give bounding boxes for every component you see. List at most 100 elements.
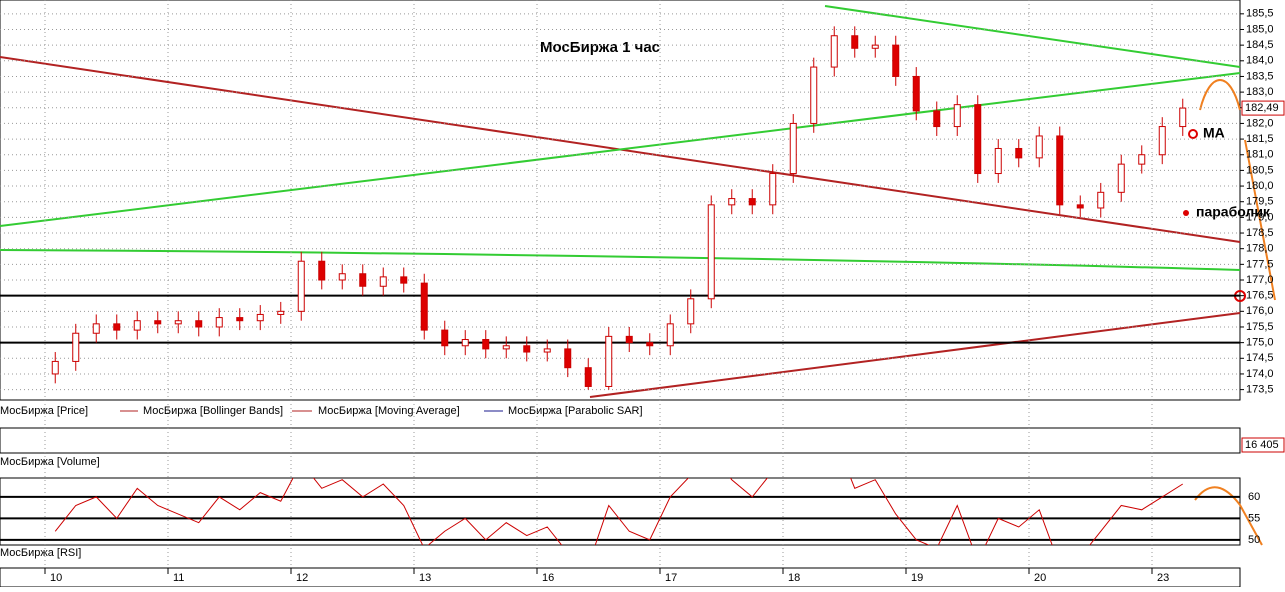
x-tick-label: 12 bbox=[296, 572, 308, 584]
trend-line bbox=[0, 249, 1241, 271]
y-tick-label: 177,5 bbox=[1246, 258, 1274, 270]
y-tick-label: 176,0 bbox=[1246, 305, 1274, 317]
x-tick-label: 10 bbox=[50, 572, 62, 584]
candle-body bbox=[789, 122, 797, 175]
candle-body bbox=[92, 323, 100, 334]
rsi-tick-label: 55 bbox=[1248, 512, 1260, 524]
candle-body bbox=[994, 147, 1002, 175]
candle-body bbox=[871, 44, 879, 49]
rsi-group bbox=[54, 478, 1184, 545]
candle-body bbox=[277, 310, 285, 315]
candle-body bbox=[605, 335, 613, 387]
candle-body bbox=[359, 273, 367, 287]
y-tick-label: 184,5 bbox=[1246, 39, 1274, 51]
y-tick-label: 184,0 bbox=[1246, 55, 1274, 67]
x-tick-label: 23 bbox=[1157, 572, 1169, 584]
candle-body bbox=[297, 260, 305, 312]
candle-body bbox=[625, 335, 633, 344]
candle-body bbox=[318, 260, 326, 281]
y-tick-label: 185,5 bbox=[1246, 8, 1274, 20]
volume-panel bbox=[0, 427, 1241, 454]
x-tick-label: 19 bbox=[911, 572, 923, 584]
panel-label: МосБиржа [Volume] bbox=[0, 456, 100, 468]
y-tick-label: 174,0 bbox=[1246, 368, 1274, 380]
volume-label-box bbox=[1241, 437, 1285, 453]
legend-label: МосБиржа [Moving Average] bbox=[318, 405, 460, 417]
candle-body bbox=[195, 320, 203, 328]
candle-body bbox=[1138, 154, 1146, 165]
candle-body bbox=[543, 348, 551, 353]
candle-body bbox=[400, 276, 408, 284]
x-tick-label: 11 bbox=[173, 572, 184, 584]
annotation: MA bbox=[1203, 125, 1225, 141]
candle-body bbox=[728, 198, 736, 206]
x-tick-label: 17 bbox=[665, 572, 677, 584]
rsi-tick-label: 60 bbox=[1248, 491, 1260, 503]
trend-line bbox=[0, 72, 1241, 227]
candle-body bbox=[113, 323, 121, 331]
rsi-panel bbox=[0, 477, 1241, 546]
chart-title: МосБиржа 1 час bbox=[540, 39, 660, 56]
y-tick-label: 183,0 bbox=[1246, 86, 1274, 98]
annotation: параболик bbox=[1196, 204, 1271, 220]
candle-body bbox=[769, 173, 777, 206]
candle-body bbox=[51, 360, 59, 375]
panel-label: МосБиржа [RSI] bbox=[0, 547, 81, 559]
candle-body bbox=[933, 110, 941, 128]
date-axis bbox=[0, 567, 1241, 588]
y-tick-label: 177,0 bbox=[1246, 274, 1274, 286]
candle-body bbox=[72, 332, 80, 362]
rsi-line bbox=[54, 478, 1184, 545]
y-tick-label: 185,0 bbox=[1246, 23, 1274, 35]
candle-body bbox=[666, 323, 674, 347]
x-tick-label: 18 bbox=[788, 572, 800, 584]
legend-label: МосБиржа [Parabolic SAR] bbox=[508, 405, 643, 417]
y-tick-label: 179,5 bbox=[1246, 196, 1274, 208]
candle-body bbox=[974, 104, 982, 175]
x-tick-label: 13 bbox=[419, 572, 431, 584]
y-tick-label: 181,0 bbox=[1246, 149, 1274, 161]
candle-body bbox=[830, 35, 838, 68]
candle-body bbox=[1179, 107, 1187, 128]
y-tick-label: 178,5 bbox=[1246, 227, 1274, 239]
price-label: 182,49 bbox=[1245, 102, 1279, 114]
forecast-arrow bbox=[1199, 79, 1241, 111]
y-tick-label: 175,0 bbox=[1246, 337, 1274, 349]
price-label-box bbox=[1241, 100, 1285, 116]
y-tick-label: 174,5 bbox=[1246, 352, 1274, 364]
trend-line bbox=[589, 312, 1241, 398]
candle-body bbox=[564, 348, 572, 369]
trend-lines bbox=[0, 5, 1276, 546]
volume-label: 16 405 bbox=[1245, 439, 1279, 451]
candle-body bbox=[892, 44, 900, 77]
forecast-arrow bbox=[1244, 139, 1276, 301]
x-tick-label: 20 bbox=[1034, 572, 1046, 584]
x-tick-label: 16 bbox=[542, 572, 554, 584]
candle-body bbox=[256, 313, 264, 322]
candle-body bbox=[912, 75, 920, 112]
rsi-tick-label: 50 bbox=[1248, 534, 1260, 546]
candle-body bbox=[174, 320, 182, 325]
candle-body bbox=[1056, 135, 1064, 206]
y-tick-label: 178,0 bbox=[1246, 243, 1274, 255]
candle-body bbox=[1035, 135, 1043, 159]
y-tick-label: 179,0 bbox=[1246, 211, 1274, 223]
y-tick-label: 181,5 bbox=[1246, 133, 1274, 145]
candle-body bbox=[461, 339, 469, 347]
y-tick-label: 180,5 bbox=[1246, 164, 1274, 176]
price-panel bbox=[0, 0, 1241, 401]
candle-body bbox=[748, 198, 756, 206]
candle-body bbox=[215, 317, 223, 328]
y-tick-label: 183,5 bbox=[1246, 70, 1274, 82]
candle-body bbox=[133, 320, 141, 331]
y-tick-label: 175,5 bbox=[1246, 321, 1274, 333]
candle-body bbox=[441, 329, 449, 347]
candle-body bbox=[687, 298, 695, 325]
candle-body bbox=[646, 342, 654, 347]
candle-body bbox=[851, 35, 859, 49]
candle-body bbox=[420, 282, 428, 331]
ma-marker bbox=[1188, 129, 1198, 139]
candle-body bbox=[1076, 204, 1084, 209]
